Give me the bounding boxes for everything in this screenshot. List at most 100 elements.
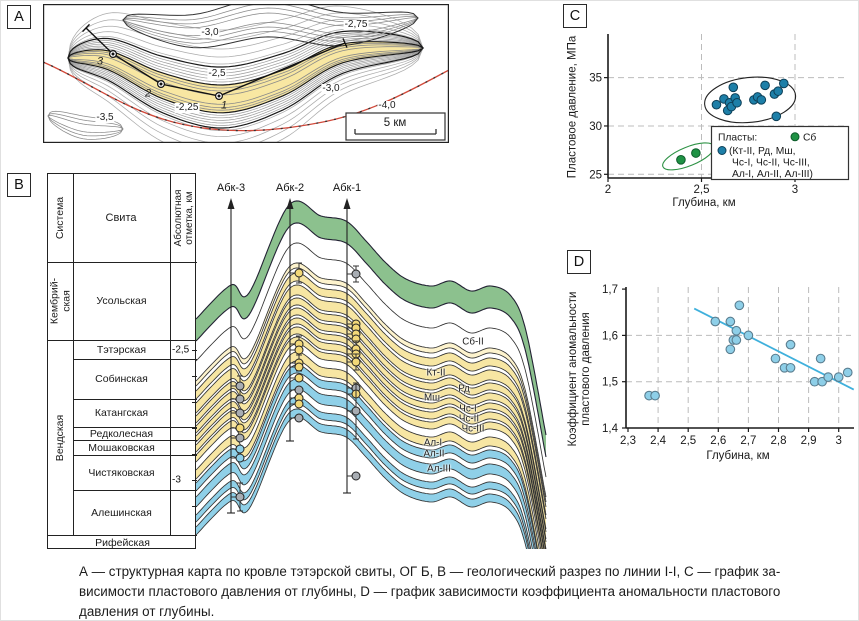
horizon-line bbox=[196, 222, 547, 458]
table-grid-line bbox=[73, 399, 197, 400]
horizon-line bbox=[196, 200, 547, 436]
stratum-band bbox=[196, 364, 537, 549]
stratum-band bbox=[196, 284, 546, 529]
horizon-line bbox=[196, 343, 542, 549]
horizon-line bbox=[196, 396, 532, 549]
chart-d-y-axis-title: Коэффициент аномальности пластового давл… bbox=[567, 291, 592, 447]
data-point-blue bbox=[760, 80, 770, 91]
legend-box bbox=[710, 125, 850, 181]
data-point-green bbox=[691, 148, 701, 158]
measurement-point bbox=[235, 423, 245, 433]
stratigraphy-table: Система Свита Абсолютная отметка, км Кембри… bbox=[47, 173, 197, 549]
data-point-blue bbox=[773, 86, 783, 96]
panel-b-label: В bbox=[7, 173, 31, 197]
x-tick-label: 2,5 bbox=[694, 184, 710, 196]
horizon-line bbox=[196, 336, 543, 549]
index-contour-line bbox=[122, 4, 419, 49]
stratum-band bbox=[196, 200, 546, 457]
section-line-end-tick bbox=[342, 38, 348, 48]
measurement-point bbox=[235, 394, 245, 404]
structural-map: 5 км bbox=[43, 4, 449, 143]
table-grid-line bbox=[192, 454, 197, 455]
y-tick-label: 30 bbox=[589, 121, 602, 133]
data-point bbox=[833, 372, 844, 382]
horizon-line bbox=[196, 297, 547, 533]
table-grid-line bbox=[73, 490, 197, 491]
system-cell: Кембрий- ская bbox=[47, 277, 72, 325]
suite-cell: Мошаковская bbox=[88, 441, 155, 454]
data-point bbox=[725, 316, 736, 327]
measurement-point bbox=[294, 385, 304, 395]
measurement-point bbox=[294, 362, 304, 372]
elevation-mark: -3 bbox=[172, 474, 181, 486]
y-tick-label: 35 bbox=[589, 73, 602, 85]
data-point bbox=[785, 362, 796, 373]
column-header-elevation: Абсолютная отметка, км bbox=[172, 189, 195, 247]
table-grid-line bbox=[192, 376, 197, 377]
data-point-blue bbox=[778, 78, 789, 89]
well-arrowhead bbox=[343, 198, 351, 209]
anticline-crest-fill bbox=[68, 41, 423, 113]
measurement-point bbox=[294, 399, 304, 409]
data-point bbox=[731, 325, 742, 336]
index-contour-line bbox=[67, 30, 424, 129]
horizon-line bbox=[196, 403, 530, 549]
table-grid-line bbox=[192, 402, 197, 403]
suite-cell: Редколесная bbox=[89, 427, 154, 440]
measurement-point bbox=[351, 357, 361, 367]
legend-blue-label: Ал-I, Ал-II, Ал-III) bbox=[732, 169, 813, 180]
data-point bbox=[823, 372, 834, 382]
horizon-line bbox=[196, 351, 540, 549]
table-grid-line bbox=[192, 350, 197, 351]
map-frame bbox=[43, 4, 449, 143]
table-grid-line bbox=[73, 427, 197, 428]
horizon-line bbox=[196, 323, 545, 549]
table-grid-line bbox=[48, 535, 197, 536]
data-point bbox=[842, 367, 853, 378]
table-grid-line bbox=[170, 174, 171, 535]
caption-line-1: А — структурная карта по кровле тэтэрско… bbox=[79, 564, 781, 579]
data-point-blue bbox=[728, 82, 739, 93]
x-tick-label: 2 bbox=[605, 184, 611, 196]
x-tick-label: 3 bbox=[835, 435, 841, 447]
table-grid-line bbox=[192, 506, 197, 507]
horizon-line bbox=[196, 364, 538, 549]
caption-line-2: висимости пластового давления от глубины… bbox=[79, 584, 781, 599]
horizon-line bbox=[196, 333, 543, 549]
map-well-marker-dot bbox=[111, 52, 115, 56]
column-header-suite: Свита bbox=[105, 212, 137, 224]
section-line-end-tick bbox=[81, 23, 91, 33]
legend-blue-dot bbox=[717, 146, 727, 155]
data-point-green bbox=[676, 154, 686, 165]
x-tick-label: 2,4 bbox=[650, 435, 667, 447]
table-grid-line bbox=[48, 340, 197, 341]
horizon-line bbox=[196, 304, 547, 540]
measurement-point bbox=[294, 268, 304, 278]
table-grid-line bbox=[73, 440, 197, 441]
horizon-line bbox=[196, 284, 547, 520]
elevation-mark: -2,5 bbox=[172, 344, 190, 356]
data-point bbox=[710, 316, 721, 327]
legend-blue-label: Чс-I, Чс-II, Чс-III, bbox=[732, 158, 810, 169]
suite-cell: Собинская bbox=[95, 373, 148, 385]
measurement-point bbox=[351, 471, 361, 481]
measurement-point bbox=[235, 381, 245, 391]
cluster-outline bbox=[662, 142, 715, 171]
horizon-line bbox=[196, 267, 547, 503]
x-tick-label: 2,6 bbox=[710, 435, 726, 447]
panel-d-label: D bbox=[567, 250, 591, 274]
fault-line bbox=[43, 61, 449, 132]
table-grid-line bbox=[73, 174, 74, 535]
table-grid-line bbox=[73, 359, 197, 360]
x-tick-label: 2,7 bbox=[740, 435, 756, 447]
system-cell: Вендская bbox=[53, 414, 66, 461]
panel-c-label: C bbox=[563, 4, 587, 28]
data-point-blue bbox=[711, 99, 722, 110]
map-well-marker-dot bbox=[159, 82, 163, 86]
horizon-line bbox=[196, 314, 547, 549]
y-tick-label: 25 bbox=[589, 169, 602, 181]
horizon-line bbox=[196, 262, 547, 498]
horizon-line bbox=[196, 378, 535, 549]
y-tick-label: 1,7 bbox=[602, 284, 618, 296]
